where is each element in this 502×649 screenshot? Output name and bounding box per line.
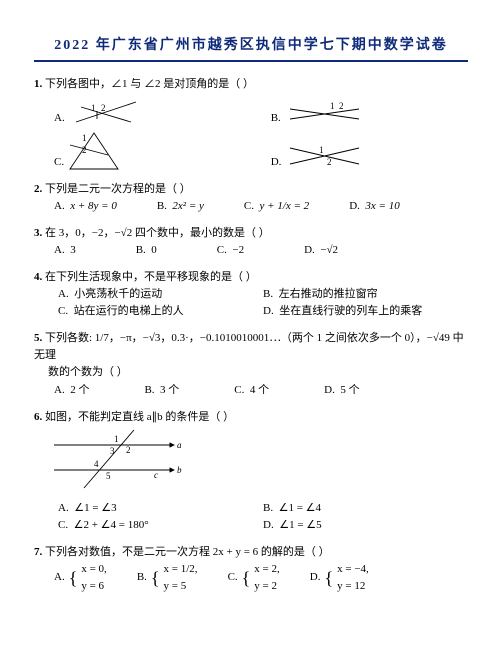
question-3: 3. 在 3，0，−2，−√2 四个数中，最小的数是（ ） A. 3 B. 0 …: [34, 225, 468, 259]
q4-a-text: 小亮荡秋千的运动: [74, 288, 162, 300]
svg-text:2: 2: [339, 101, 344, 111]
svg-text:c: c: [154, 470, 158, 480]
q2-b: B. 2x² = y: [157, 198, 204, 215]
q1-stem: 下列各图中，∠1 与 ∠2 是对顶角的是（ ）: [45, 78, 254, 90]
q6-stem: 如图，不能判定直线 a∥b 的条件是（ ）: [45, 411, 234, 423]
q7-c: C. { x = 2, y = 2: [228, 561, 280, 595]
q3-a: A. 3: [54, 242, 76, 259]
q1-opt-a: A. 1 2: [54, 97, 231, 127]
q6-c: C. ∠2 + ∠4 = 180°: [58, 517, 263, 534]
q3-a-text: 3: [70, 244, 76, 256]
q6-d: D. ∠1 = ∠5: [263, 517, 468, 534]
q5-d: D. 5 个: [324, 382, 359, 399]
exam-title: 2022 年广东省广州市越秀区执信中学七下期中数学试卷: [34, 34, 468, 62]
q2-c: C. y + 1/x = 2: [244, 198, 309, 215]
q4-stem: 在下列生活现象中，不是平移现象的是（ ）: [45, 271, 257, 283]
q1-d-label: D.: [271, 154, 282, 171]
q7-b: B. { x = 1/2, y = 5: [137, 561, 198, 595]
question-2: 2. 下列是二元一次方程的是（ ） A. x + 8y = 0 B. 2x² =…: [34, 181, 468, 215]
q1-c-label: C.: [54, 154, 64, 171]
svg-text:3: 3: [110, 446, 115, 456]
q7-d-bot: y = 12: [337, 578, 369, 595]
q6-d-text: ∠1 = ∠5: [279, 519, 321, 531]
svg-text:2: 2: [101, 103, 106, 113]
svg-text:a: a: [177, 440, 182, 450]
question-7: 7. 下列各对数值，不是二元一次方程 2x + y = 6 的解的是（ ） A.…: [34, 544, 468, 595]
q7-stem: 下列各对数值，不是二元一次方程 2x + y = 6 的解的是（ ）: [45, 546, 330, 558]
q1-opt-c: C. 1 2: [54, 131, 231, 171]
q5-b: B. 3 个: [144, 382, 179, 399]
q5-a-text: 2 个: [70, 384, 89, 396]
q2-d: D. 3x = 10: [349, 198, 400, 215]
figure-1c: 1 2: [70, 131, 120, 171]
q7-c-top: x = 2,: [254, 561, 279, 578]
svg-text:1: 1: [91, 103, 96, 113]
question-4: 4. 在下列生活现象中，不是平移现象的是（ ） A. 小亮荡秋千的运动 B. 左…: [34, 269, 468, 320]
q2-d-text: 3x = 10: [365, 200, 399, 212]
svg-text:1: 1: [319, 145, 324, 155]
q7-a-top: x = 0,: [81, 561, 106, 578]
q6-a-text: ∠1 = ∠3: [74, 502, 116, 514]
q1-opt-b: B. 1 2: [271, 97, 448, 127]
svg-text:1: 1: [330, 101, 335, 111]
figure-1d: 1 2: [287, 141, 362, 171]
svg-text:2: 2: [82, 145, 87, 155]
exam-page: 2022 年广东省广州市越秀区执信中学七下期中数学试卷 1. 下列各图中，∠1 …: [0, 0, 502, 649]
figure-6: a b c 1 2 3 4 5: [54, 430, 184, 490]
q5-c: C. 4 个: [234, 382, 269, 399]
q3-b-text: 0: [151, 244, 157, 256]
q3-d-text: −√2: [320, 244, 338, 256]
q1-a-label: A.: [54, 110, 65, 127]
q3-c-text: −2: [232, 244, 244, 256]
question-5: 5. 下列各数: 1/7，−π，−√3，0.3·，−0.1010010001⋯（…: [34, 330, 468, 398]
svg-text:1: 1: [114, 434, 119, 444]
q7-c-bot: y = 2: [254, 578, 279, 595]
q6-b-text: ∠1 = ∠4: [279, 502, 321, 514]
q4-c-text: 站在运行的电梯上的人: [74, 305, 184, 317]
q5-stem2: 数的个数为（ ）: [48, 366, 128, 378]
q3-stem: 在 3，0，−2，−√2 四个数中，最小的数是（ ）: [45, 227, 270, 239]
q5-d-text: 5 个: [340, 384, 359, 396]
q2-stem: 下列是二元一次方程的是（ ）: [45, 183, 191, 195]
svg-text:1: 1: [82, 133, 87, 143]
q6-b: B. ∠1 = ∠4: [263, 500, 468, 517]
question-1: 1. 下列各图中，∠1 与 ∠2 是对顶角的是（ ） A. 1 2 B. 1: [34, 76, 468, 171]
question-6: 6. 如图，不能判定直线 a∥b 的条件是（ ） a b c 1 2 3 4 5…: [34, 409, 468, 534]
q1-opt-d: D. 1 2: [271, 131, 448, 171]
q2-a-text: x + 8y = 0: [70, 200, 117, 212]
svg-text:5: 5: [106, 471, 111, 481]
svg-text:b: b: [177, 465, 182, 475]
figure-1a: 1 2: [71, 97, 141, 127]
q1-b-label: B.: [271, 110, 281, 127]
q6-c-text: ∠2 + ∠4 = 180°: [74, 519, 149, 531]
q6-a: A. ∠1 = ∠3: [58, 500, 263, 517]
q7-b-bot: y = 5: [164, 578, 198, 595]
svg-text:2: 2: [327, 157, 332, 167]
q4-b-text: 左右推动的推拉窗帘: [279, 288, 378, 300]
q7-b-top: x = 1/2,: [164, 561, 198, 578]
q2-a: A. x + 8y = 0: [54, 198, 117, 215]
q5-c-text: 4 个: [250, 384, 269, 396]
q5-stem1: 下列各数: 1/7，−π，−√3，0.3·，−0.1010010001⋯（两个 …: [34, 332, 464, 361]
q3-b: B. 0: [136, 242, 157, 259]
q7-d-top: x = −4,: [337, 561, 369, 578]
q3-c: C. −2: [217, 242, 244, 259]
q4-b: B. 左右推动的推拉窗帘: [263, 286, 468, 303]
q4-d-text: 坐在直线行驶的列车上的乘客: [279, 305, 422, 317]
q7-a: A. { x = 0, y = 6: [54, 561, 107, 595]
figure-1b: 1 2: [287, 97, 362, 127]
q5-b-text: 3 个: [160, 384, 179, 396]
svg-text:4: 4: [94, 459, 99, 469]
q3-d: D. −√2: [304, 242, 338, 259]
q4-d: D. 坐在直线行驶的列车上的乘客: [263, 303, 468, 320]
q1-num: 1.: [34, 78, 45, 90]
q4-c: C. 站在运行的电梯上的人: [58, 303, 263, 320]
q5-a: A. 2 个: [54, 382, 89, 399]
q7-d: D. { x = −4, y = 12: [310, 561, 369, 595]
q7-a-bot: y = 6: [81, 578, 106, 595]
q2-c-text: y + 1/x = 2: [260, 200, 310, 212]
q2-b-text: 2x² = y: [172, 200, 204, 212]
q4-a: A. 小亮荡秋千的运动: [58, 286, 263, 303]
svg-text:2: 2: [126, 445, 131, 455]
